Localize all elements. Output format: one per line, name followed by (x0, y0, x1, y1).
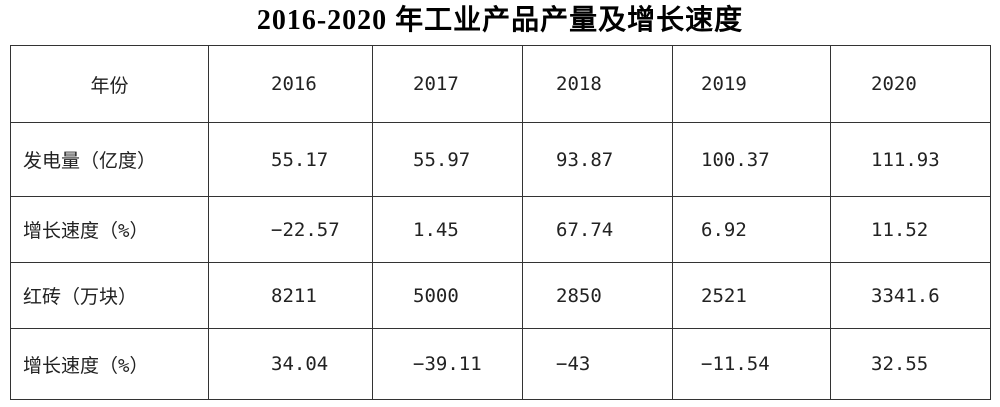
table-row: 年份 2016 2017 2018 2019 2020 (10, 45, 991, 123)
table-cell: 3341.6 (830, 262, 991, 329)
table-cell: 2017 (372, 45, 523, 123)
table-cell: 1.45 (372, 196, 523, 263)
table-row: 红砖（万块） 8211 5000 2850 2521 3341.6 (10, 262, 991, 329)
table-cell: 2016 (208, 45, 373, 123)
table-cell: −43 (522, 328, 673, 400)
table-cell: 67.74 (522, 196, 673, 263)
table-cell: 2020 (830, 45, 991, 123)
table-cell: 93.87 (522, 122, 673, 197)
table-cell: 2019 (672, 45, 831, 123)
table-cell: 111.93 (830, 122, 991, 197)
table-cell: −39.11 (372, 328, 523, 400)
table-body: 年份 2016 2017 2018 2019 2020 发电量（亿度） 55.17 55.97 9… (10, 45, 991, 400)
row-label: 增长速度（%） (10, 196, 209, 263)
data-table: 年份 2016 2017 2018 2019 2020 发电量（亿度） 55.17 55.97 9… (10, 45, 991, 400)
table-cell: 100.37 (672, 122, 831, 197)
table-cell: 55.97 (372, 122, 523, 197)
table-cell: 55.17 (208, 122, 373, 197)
table-cell: 32.55 (830, 328, 991, 400)
table-cell: 34.04 (208, 328, 373, 400)
table-cell: 2018 (522, 45, 673, 123)
table-cell: 8211 (208, 262, 373, 329)
table-title: 2016-2020 年工业产品产量及增长速度 (256, 5, 744, 36)
table-cell: 2521 (672, 262, 831, 329)
table-row: 发电量（亿度） 55.17 55.97 93.87 100.37 111.93 (10, 122, 991, 197)
row-label: 红砖（万块） (10, 262, 209, 329)
table-cell: 11.52 (830, 196, 991, 263)
table-cell: 6.92 (672, 196, 831, 263)
table-cell: −11.54 (672, 328, 831, 400)
table-row: 增长速度（%） 34.04 −39.11 −43 −11.54 32.55 (10, 328, 991, 400)
row-label: 年份 (10, 45, 209, 123)
table-row: 增长速度（%） −22.57 1.45 67.74 6.92 11.52 (10, 196, 991, 263)
row-label: 发电量（亿度） (10, 122, 209, 197)
table-cell: −22.57 (208, 196, 373, 263)
table-cell: 5000 (372, 262, 523, 329)
table-cell: 2850 (522, 262, 673, 329)
row-label: 增长速度（%） (10, 328, 209, 400)
